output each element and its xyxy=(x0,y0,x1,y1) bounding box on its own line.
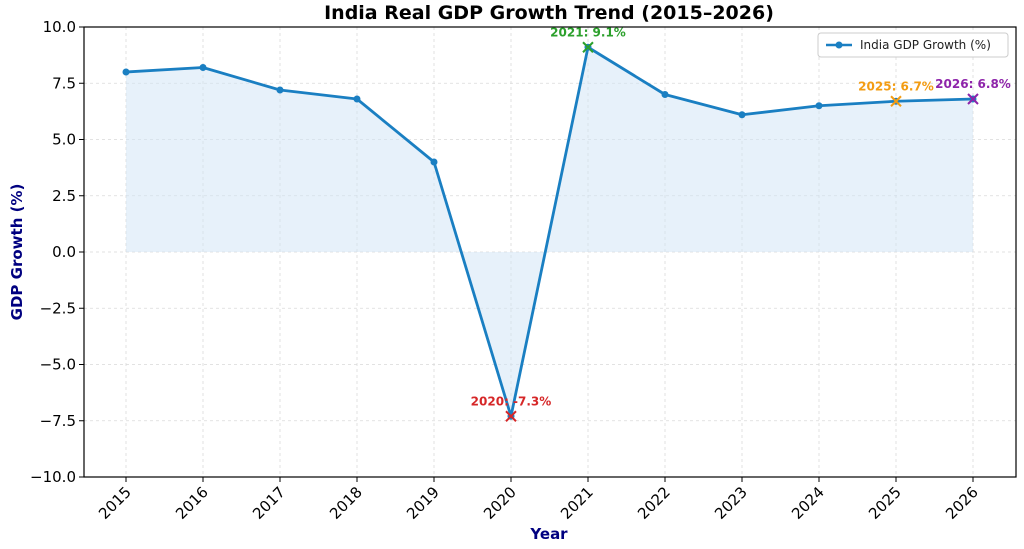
data-point xyxy=(815,102,823,110)
data-point xyxy=(738,111,746,119)
legend-marker-swatch xyxy=(835,41,843,49)
x-tick-label: 2015 xyxy=(95,483,135,523)
y-tick-label: −7.5 xyxy=(40,412,76,430)
y-tick-label: 2.5 xyxy=(52,187,76,205)
x-tick-label: 2019 xyxy=(403,483,443,523)
x-tick-label: 2026 xyxy=(942,483,982,523)
x-axis-label: Year xyxy=(529,525,568,543)
legend-label: India GDP Growth (%) xyxy=(860,38,991,52)
chart-title: India Real GDP Growth Trend (2015–2026) xyxy=(324,2,774,24)
annotation-marker xyxy=(582,41,594,53)
data-point xyxy=(661,91,669,98)
data-point xyxy=(353,95,361,103)
y-tick-label: 0.0 xyxy=(52,243,76,261)
legend: India GDP Growth (%) xyxy=(817,32,1009,58)
y-tick-label: −5.0 xyxy=(40,356,76,374)
y-axis-label: GDP Growth (%) xyxy=(8,184,26,321)
y-tick-label: −10.0 xyxy=(30,468,76,486)
annotation-label: 2020: -7.3% xyxy=(471,394,552,408)
annotation-label: 2025: 6.7% xyxy=(858,79,934,93)
data-point xyxy=(199,64,207,71)
y-tick-label: 7.5 xyxy=(52,74,76,92)
x-tick-label: 2021 xyxy=(557,483,597,523)
y-tick-label: 10.0 xyxy=(43,18,76,36)
series-line xyxy=(125,45,974,418)
x-tick-label: 2016 xyxy=(172,483,212,523)
x-tick-label: 2018 xyxy=(326,483,366,523)
annotation-marker xyxy=(890,95,902,107)
annotation-label: 2026: 6.8% xyxy=(935,77,1011,91)
x-tick-label: 2023 xyxy=(711,483,751,523)
y-tick-label: 5.0 xyxy=(52,131,76,149)
legend-box xyxy=(817,32,1009,58)
data-point xyxy=(276,86,284,94)
annotation-label: 2021: 9.1% xyxy=(550,25,626,39)
x-tick-label: 2017 xyxy=(249,483,289,523)
y-tick-label: −2.5 xyxy=(40,299,76,317)
x-tick-label: 2022 xyxy=(634,483,674,523)
data-point xyxy=(122,68,130,76)
x-tick-label: 2025 xyxy=(865,483,905,523)
x-tick-label: 2024 xyxy=(788,483,828,523)
annotation-marker xyxy=(967,93,979,105)
annotation-layer: 2020: -7.3% 2021: 9.1% 2025: 6.7% 2026: 6.8… xyxy=(471,25,1011,422)
x-tick-label: 2020 xyxy=(480,483,520,523)
data-point xyxy=(430,158,438,166)
annotation-marker xyxy=(505,410,517,422)
